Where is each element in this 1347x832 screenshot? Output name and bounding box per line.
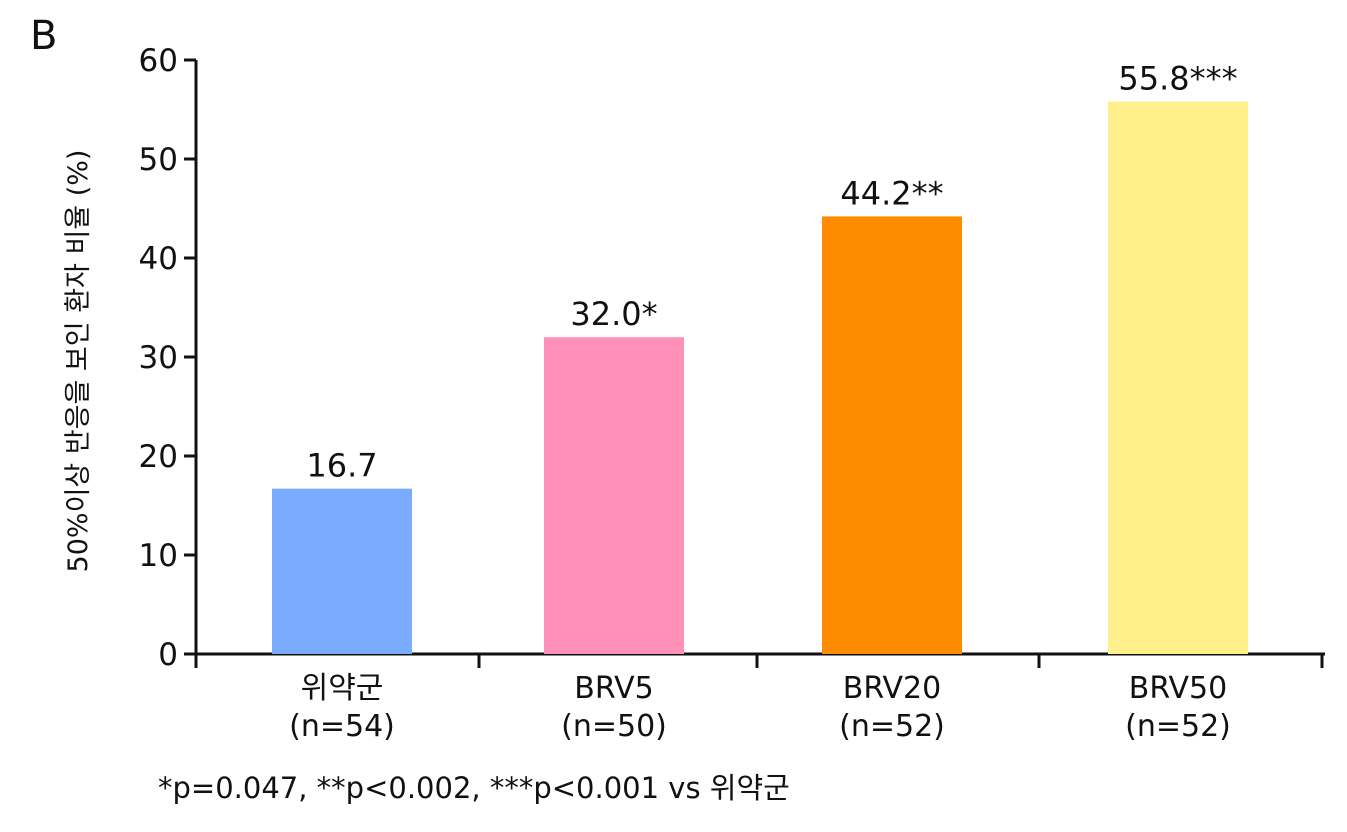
data-label: 44.2** bbox=[840, 174, 943, 212]
y-tick-label: 0 bbox=[158, 637, 178, 673]
bar-BRV20 bbox=[822, 216, 962, 655]
x-tick-label: BRV50 (n=52) bbox=[1068, 670, 1288, 746]
category-sample-size: (n=52) bbox=[839, 709, 945, 744]
category-sample-size: (n=52) bbox=[1125, 709, 1231, 744]
significance-footnote: *p=0.047, **p<0.002, ***p<0.001 vs 위약군 bbox=[158, 771, 790, 805]
y-tick-label: 20 bbox=[139, 439, 178, 475]
category-name: BRV20 bbox=[842, 671, 942, 706]
category-sample-size: (n=50) bbox=[561, 709, 667, 744]
category-sample-size: (n=54) bbox=[289, 709, 395, 744]
x-tick-label: BRV5 (n=50) bbox=[504, 670, 724, 746]
data-label: 32.0* bbox=[570, 295, 657, 333]
bar-BRV50 bbox=[1108, 101, 1248, 654]
y-tick-label: 30 bbox=[139, 340, 178, 376]
category-name: BRV50 bbox=[1128, 671, 1228, 706]
bar-위약군 bbox=[272, 488, 412, 654]
category-name: 위약군 bbox=[300, 671, 384, 706]
x-tick-label: 위약군 (n=54) bbox=[232, 670, 452, 746]
y-tick-label: 60 bbox=[139, 43, 178, 79]
category-name: BRV5 bbox=[574, 671, 654, 706]
y-tick-label: 40 bbox=[139, 241, 178, 277]
x-tick-label: BRV20 (n=52) bbox=[782, 670, 1002, 746]
data-label: 16.7 bbox=[306, 447, 377, 485]
data-label: 55.8*** bbox=[1118, 60, 1237, 98]
y-tick-label: 10 bbox=[139, 538, 178, 574]
bar-BRV5 bbox=[544, 337, 684, 654]
y-tick-label: 50 bbox=[139, 142, 178, 178]
panel-label: B bbox=[30, 13, 58, 59]
